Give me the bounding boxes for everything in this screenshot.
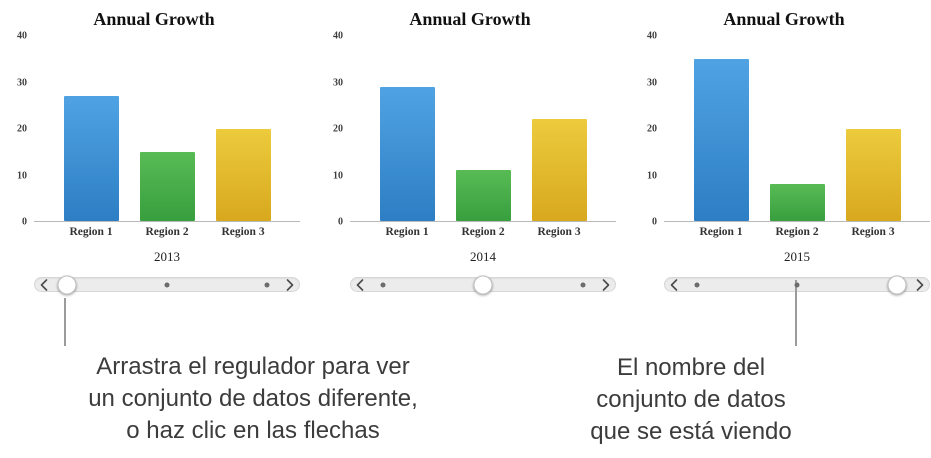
x-category-label: Region 1 [69,226,113,238]
bars-area [350,36,616,222]
chart-group-2014: Annual Growth 0 10 20 30 40 Region 1 Region 2… [324,6,616,294]
plot-area: 0 10 20 30 40 [324,31,616,228]
y-axis: 0 10 20 30 40 [8,31,34,228]
y-tick-label: 10 [333,170,343,181]
y-tick-label: 20 [333,123,343,135]
x-axis-labels: Region 1 Region 2 Region 3 [350,222,616,240]
x-category-label: Region 2 [775,226,819,238]
callout-text-line: que se está viendo [590,418,792,445]
chevron-left-icon[interactable] [40,278,48,291]
bars-area [664,36,930,222]
callout-line-dataset-name [795,280,797,346]
y-tick-label: 40 [17,30,27,42]
y-tick-label: 10 [17,170,27,181]
plot-area: 0 10 20 30 40 [8,31,300,228]
plot-area: 0 10 20 30 40 [638,31,930,228]
slider-position-dot[interactable] [264,282,270,287]
bars-area [34,36,300,222]
callout-line-slider [64,298,66,346]
y-tick-label: 0 [22,216,27,228]
slider-track[interactable] [51,275,283,294]
slider-position-dot[interactable] [164,282,170,287]
callout-text-line: Arrastra el regulador para ver [96,353,410,380]
chevron-right-icon[interactable] [916,278,924,291]
callout-text-slider: Arrastra el regulador para ver un conjun… [43,351,463,447]
slider-thumb[interactable] [57,275,77,294]
y-axis: 0 10 20 30 40 [324,31,350,228]
y-tick-label: 30 [17,77,27,88]
chevron-right-icon[interactable] [286,278,294,291]
chevron-left-icon[interactable] [670,278,678,291]
dataset-slider[interactable] [664,275,930,294]
callout-text-line: o haz clic en las flechas [126,417,380,444]
x-category-label: Region 3 [221,226,265,238]
chart-group-2015: Annual Growth 0 10 20 30 40 Region 1 Region 2… [638,6,930,294]
bar-region-1 [379,86,435,221]
y-tick-label: 0 [652,216,657,228]
x-category-label: Region 2 [461,226,505,238]
y-tick-label: 10 [647,170,657,181]
x-axis-labels: Region 1 Region 2 Region 3 [664,222,930,240]
slider-position-dot[interactable] [794,282,800,287]
slider-thumb[interactable] [887,275,907,294]
x-category-label: Region 3 [851,226,895,238]
chart-title: Annual Growth [723,9,845,29]
chevron-left-icon[interactable] [356,278,364,291]
y-tick-label: 40 [647,30,657,42]
x-axis-labels: Region 1 Region 2 Region 3 [34,222,300,240]
y-tick-label: 40 [333,30,343,42]
x-category-label: Region 1 [699,226,743,238]
y-axis: 0 10 20 30 40 [638,31,664,228]
y-tick-label: 0 [338,216,343,228]
bar-region-3 [845,128,901,221]
bar-region-2 [139,151,195,221]
slider-thumb[interactable] [473,275,493,294]
slider-position-dot[interactable] [580,282,586,287]
x-category-label: Region 2 [145,226,189,238]
chart-title: Annual Growth [93,9,215,29]
chart-title: Annual Growth [409,9,531,29]
dataset-year-label: 2013 [154,249,180,264]
chart-group-2013: Annual Growth 0 10 20 30 40 Region 1 Region 2… [8,6,300,294]
bar-region-1 [63,96,119,221]
slider-position-dot[interactable] [380,282,386,287]
y-tick-label: 20 [17,123,27,135]
callout-text-line: conjunto de datos [596,386,786,413]
y-tick-label: 30 [647,77,657,88]
callout-text-line: El nombre del [616,354,766,381]
dataset-year-label: 2014 [470,249,496,264]
bar-region-3 [215,128,271,221]
slider-track[interactable] [681,275,913,294]
chevron-right-icon[interactable] [602,278,610,291]
bar-region-2 [455,170,511,221]
dataset-year-label: 2015 [784,249,810,264]
callout-text-line: un conjunto de datos diferente, [88,385,418,412]
x-category-label: Region 3 [537,226,581,238]
bar-region-2 [769,184,825,221]
slider-track[interactable] [367,275,599,294]
x-category-label: Region 1 [385,226,429,238]
callout-text-dataset-name: El nombre del conjunto de datos que se e… [567,352,815,448]
dataset-slider[interactable] [34,275,300,294]
slider-position-dot[interactable] [694,282,700,287]
y-tick-label: 30 [333,77,343,88]
y-tick-label: 20 [647,123,657,135]
bar-region-1 [693,59,749,221]
dataset-slider[interactable] [350,275,616,294]
bar-region-3 [531,119,587,221]
